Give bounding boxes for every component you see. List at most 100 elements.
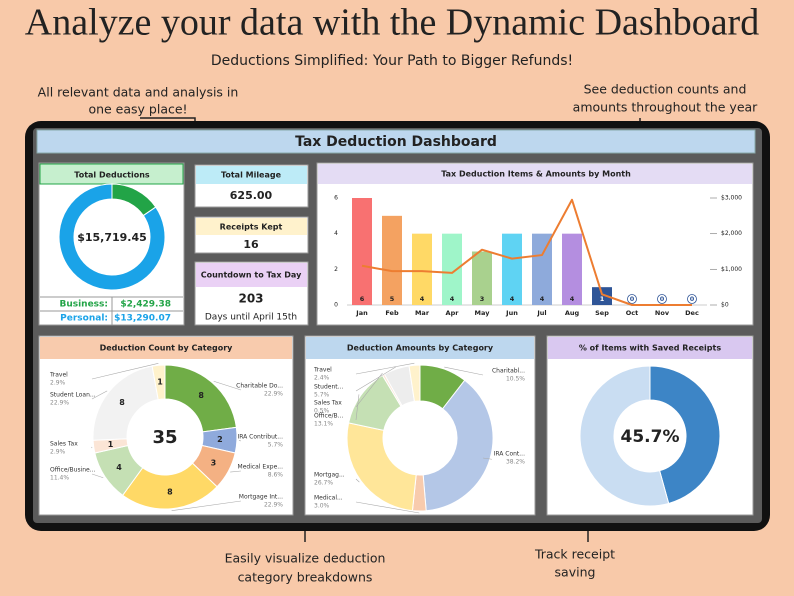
receipts-value: 16	[243, 238, 259, 251]
donut-center-label: $15,719.45	[77, 231, 147, 244]
slice-category-label: Student Loan...	[50, 392, 96, 399]
bar-value-label: 3	[480, 295, 485, 303]
leader-line	[355, 394, 360, 421]
x-tick-label: May	[475, 309, 491, 317]
panel-header	[40, 337, 292, 359]
panel-header	[196, 166, 307, 184]
bar-value-label: 0	[690, 295, 695, 303]
zero-marker	[657, 294, 667, 304]
dashboard-title: Tax Deduction Dashboard	[295, 134, 497, 150]
y-tick-label: 0	[334, 302, 338, 309]
leader-line	[230, 470, 242, 473]
bar	[472, 251, 492, 305]
panel-title: Receipts Kept	[220, 223, 283, 232]
y-tick-label: 4	[334, 230, 338, 237]
leader-line	[238, 440, 242, 442]
y2-tick-label: $0	[721, 302, 729, 309]
legend-value: $13,290.07	[114, 314, 171, 324]
panel-header	[196, 218, 307, 235]
bar-value-label: 6	[360, 295, 365, 303]
donut-slice	[151, 364, 166, 401]
slice-category-label: Mortgag...	[314, 472, 345, 479]
mileage-value: 625.00	[230, 189, 273, 202]
donut-slice	[579, 365, 670, 507]
slice-percent-label: 2.9%	[50, 380, 66, 387]
x-tick-label: Dec	[685, 309, 699, 317]
callout-text: category breakdowns	[238, 570, 373, 585]
bar	[412, 233, 432, 305]
slice-percent-label: 22.9%	[264, 502, 283, 509]
donut-slice	[649, 365, 721, 505]
slice-percent-label: 38.2%	[506, 459, 525, 466]
donut-slice	[422, 379, 494, 512]
slice-value-label: 3	[211, 459, 217, 468]
line-series	[361, 198, 692, 306]
slice-category-label: Sales Tax	[314, 400, 342, 407]
x-tick-label: Jan	[355, 309, 368, 317]
bar-value-label: 4	[510, 295, 515, 303]
slice-category-label: Medical...	[314, 495, 343, 502]
bar	[502, 233, 522, 305]
slice-value-label: 8	[198, 391, 204, 400]
panel-title: Deduction Count by Category	[100, 344, 234, 353]
panel-header	[196, 263, 307, 287]
countdown-value: 203	[238, 292, 263, 306]
slice-percent-label: 5.7%	[268, 442, 284, 449]
bar-value-label: 1	[600, 295, 605, 303]
slice-percent-label: 11.4%	[50, 475, 69, 482]
slice-percent-label: 5.7%	[314, 392, 330, 399]
callout-text: All relevant data and analysis in	[38, 85, 239, 100]
leader-line	[91, 363, 159, 380]
panel-title: Tax Deduction Items & Amounts by Month	[441, 170, 631, 179]
bar	[592, 287, 612, 305]
bar	[442, 233, 462, 305]
callout-text: amounts throughout the year	[573, 100, 759, 115]
leader-line	[355, 372, 383, 408]
donut-slice	[408, 364, 421, 402]
leader-line	[355, 362, 415, 375]
legend-label: Business:	[59, 300, 108, 310]
slice-value-label: 1	[108, 440, 114, 449]
bar-value-label: 5	[390, 295, 395, 303]
slice-category-label: Office/B...	[314, 413, 343, 420]
panel-header	[306, 337, 534, 359]
leader-line	[444, 366, 484, 376]
donut-slice	[346, 422, 417, 512]
donut-center-label: 45.7%	[621, 427, 680, 447]
slice-value-label: 2	[217, 435, 223, 444]
slice-percent-label: 26.7%	[314, 480, 333, 487]
panel-title: % of Items with Saved Receipts	[579, 344, 721, 353]
slice-value-label: 8	[167, 487, 173, 496]
callout-text: one easy place!	[88, 102, 187, 117]
slice-category-label: Medical Expe...	[238, 464, 284, 471]
bar	[562, 233, 582, 305]
slice-percent-label: 22.9%	[264, 391, 283, 398]
slice-percent-label: 0.5%	[314, 408, 330, 415]
slice-category-label: IRA Contribut...	[237, 434, 283, 441]
bar-value-label: 0	[630, 295, 635, 303]
leader-line	[482, 457, 492, 460]
leader-line	[91, 390, 108, 400]
slice-percent-label: 3.0%	[314, 503, 330, 510]
y2-tick-label: $2,000	[721, 230, 742, 237]
donut-center-label: 35	[152, 427, 177, 448]
slice-percent-label: 8.6%	[268, 472, 284, 479]
bar-value-label: 4	[540, 295, 545, 303]
callout-text: See deduction counts and	[584, 82, 747, 97]
slice-percent-label: 10.5%	[506, 376, 525, 383]
callout-text: saving	[555, 565, 596, 580]
bar	[532, 233, 552, 305]
legend-value: $2,429.38	[120, 300, 171, 310]
leader-line	[355, 501, 420, 514]
y2-tick-label: $1,000	[721, 266, 742, 273]
x-tick-label: Sep	[595, 309, 609, 317]
bar	[382, 215, 402, 305]
slice-category-label: Charitable Do...	[236, 383, 283, 390]
x-tick-label: Apr	[446, 309, 460, 317]
x-tick-label: Mar	[415, 309, 430, 317]
slice-category-label: IRA Cont...	[494, 451, 526, 458]
countdown-caption: Days until April 15th	[205, 313, 297, 323]
callout-text: Track receipt	[534, 547, 615, 562]
y-tick-label: 2	[334, 266, 338, 273]
page-subtitle: Deductions Simplified: Your Path to Bigg…	[211, 53, 573, 69]
